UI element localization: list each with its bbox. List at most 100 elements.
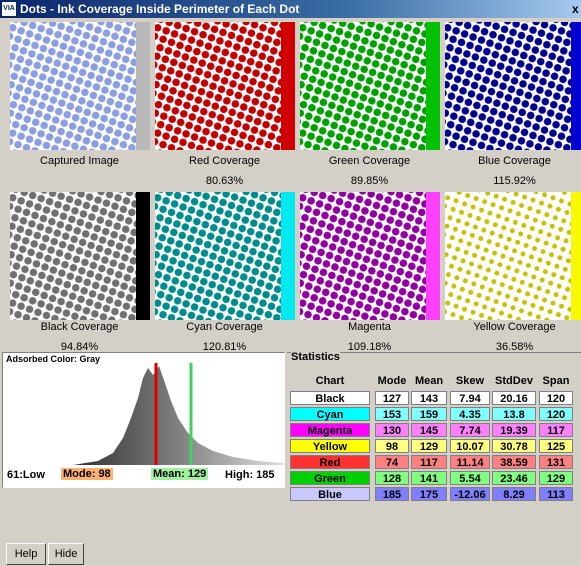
tile-bar: [426, 192, 440, 320]
tile-dots: [155, 22, 281, 150]
tile-label: Cyan Coverage: [152, 321, 297, 333]
stat-cell: 145: [411, 423, 447, 437]
tile-coverage: 80.63%: [152, 175, 297, 187]
column-header: Span: [539, 375, 573, 387]
stat-cell: 141: [411, 471, 447, 485]
tile-image: [300, 192, 440, 320]
stat-cell: 143: [411, 391, 447, 405]
stat-cell: 13.8: [492, 407, 536, 421]
stat-cell: 4.35: [450, 407, 490, 421]
statistics-title: Statistics: [291, 351, 340, 363]
stat-cell: 7.74: [450, 423, 490, 437]
tile-label: Magenta: [297, 321, 442, 333]
row-label: Red: [290, 455, 370, 469]
page: {"window": {"title": "Dots - Ink Coverag…: [0, 0, 581, 566]
tile-label: Black Coverage: [7, 321, 152, 333]
hide-button[interactable]: Hide: [48, 543, 84, 565]
help-button[interactable]: Help: [6, 543, 46, 565]
tile-label: Red Coverage: [152, 155, 297, 167]
row-label: Blue: [290, 487, 370, 501]
stat-cell: 117: [411, 455, 447, 469]
title-bar: VIA Dots - Ink Coverage Inside Perimeter…: [0, 0, 581, 18]
stat-cell: 128: [375, 471, 409, 485]
mean-label: Mean: 129: [151, 468, 208, 480]
window-title: Dots - Ink Coverage Inside Perimeter of …: [20, 0, 299, 18]
low-label: 61:Low: [7, 469, 45, 481]
histogram-shape: [73, 366, 284, 465]
tile-dots: [10, 22, 136, 150]
stat-cell: 20.16: [492, 391, 536, 405]
tile-bar: [136, 192, 150, 320]
stat-cell: 117: [539, 423, 573, 437]
stat-cell: 30.78: [492, 439, 536, 453]
tile-dots: [155, 192, 281, 320]
stat-cell: 98: [375, 439, 409, 453]
stat-cell: 7.94: [450, 391, 490, 405]
stat-cell: 23.46: [492, 471, 536, 485]
tile-image: [155, 192, 295, 320]
tile-label: Captured Image: [7, 155, 152, 167]
stat-cell: 113: [539, 487, 573, 501]
high-label: High: 185: [225, 469, 275, 481]
column-header: Mean: [411, 375, 447, 387]
stat-cell: 11.14: [450, 455, 490, 469]
stat-cell: 19.39: [492, 423, 536, 437]
tile-dots: [300, 192, 426, 320]
row-label: Yellow: [290, 439, 370, 453]
tile-coverage: 115.92%: [442, 175, 581, 187]
stat-cell: 153: [375, 407, 409, 421]
stat-cell: 74: [375, 455, 409, 469]
tile-image: [10, 22, 150, 150]
column-header: Skew: [450, 375, 490, 387]
tile-dots: [300, 22, 426, 150]
stat-cell: 120: [539, 391, 573, 405]
tile-bar: [281, 192, 295, 320]
stat-cell: 8.29: [492, 487, 536, 501]
stat-cell: 159: [411, 407, 447, 421]
tile-bar: [571, 22, 581, 150]
app-icon: VIA: [2, 2, 16, 16]
tile-bar: [136, 22, 150, 150]
stat-cell: 175: [411, 487, 447, 501]
row-label: Magenta: [290, 423, 370, 437]
mode-label: Mode: 98: [61, 468, 113, 480]
column-header: Chart: [290, 375, 370, 387]
tile-image: [155, 22, 295, 150]
tile-dots: [445, 22, 571, 150]
tile-image: [445, 22, 581, 150]
tile-image: [445, 192, 581, 320]
tile-bar: [426, 22, 440, 150]
stat-cell: 120: [539, 407, 573, 421]
tile-bar: [571, 192, 581, 320]
row-label: Green: [290, 471, 370, 485]
stat-cell: 129: [411, 439, 447, 453]
tile-bar: [281, 22, 295, 150]
stat-cell: 10.07: [450, 439, 490, 453]
tile-dots: [445, 192, 571, 320]
tile-image: [300, 22, 440, 150]
window: VIA Dots - Ink Coverage Inside Perimeter…: [0, 0, 581, 566]
tile-label: Yellow Coverage: [442, 321, 581, 333]
stat-cell: 131: [539, 455, 573, 469]
stat-cell: 125: [539, 439, 573, 453]
tile-image: [10, 192, 150, 320]
histogram: [3, 363, 284, 465]
stat-cell: 38.59: [492, 455, 536, 469]
stat-cell: 5.54: [450, 471, 490, 485]
stat-cell: 129: [539, 471, 573, 485]
stat-cell: 127: [375, 391, 409, 405]
tile-label: Blue Coverage: [442, 155, 581, 167]
tile-coverage: 89.85%: [297, 175, 442, 187]
close-button[interactable]: x: [572, 0, 579, 18]
row-label: Cyan: [290, 407, 370, 421]
tile-dots: [10, 192, 136, 320]
column-header: StdDev: [492, 375, 536, 387]
stat-cell: 130: [375, 423, 409, 437]
column-header: Mode: [375, 375, 409, 387]
row-label: Black: [290, 391, 370, 405]
stat-cell: 185: [375, 487, 409, 501]
stat-cell: -12.06: [450, 487, 490, 501]
histogram-panel: Adsorbed Color: Gray 61:Low Mode: 98 Mea…: [2, 352, 285, 488]
tile-label: Green Coverage: [297, 155, 442, 167]
